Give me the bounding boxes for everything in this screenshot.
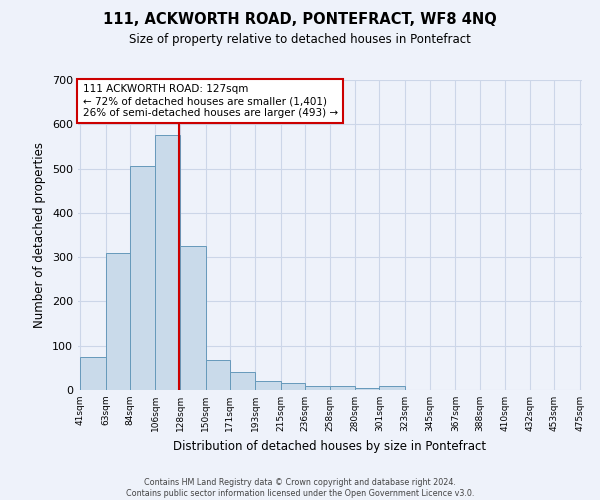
Bar [181, 246, 206, 390]
Bar [106, 252, 130, 390]
Bar [355, 388, 379, 390]
Text: 111 ACKWORTH ROAD: 127sqm
← 72% of detached houses are smaller (1,401)
26% of se: 111 ACKWORTH ROAD: 127sqm ← 72% of detac… [83, 84, 338, 117]
Bar [230, 372, 255, 390]
Text: Size of property relative to detached houses in Pontefract: Size of property relative to detached ho… [129, 32, 471, 46]
Text: Contains HM Land Registry data © Crown copyright and database right 2024.
Contai: Contains HM Land Registry data © Crown c… [126, 478, 474, 498]
Y-axis label: Number of detached properties: Number of detached properties [34, 142, 46, 328]
X-axis label: Distribution of detached houses by size in Pontefract: Distribution of detached houses by size … [173, 440, 487, 452]
Bar [379, 386, 405, 390]
Text: 111, ACKWORTH ROAD, PONTEFRACT, WF8 4NQ: 111, ACKWORTH ROAD, PONTEFRACT, WF8 4NQ [103, 12, 497, 28]
Bar [281, 384, 305, 390]
Bar [130, 166, 155, 390]
Bar [206, 360, 230, 390]
Bar [305, 386, 330, 390]
Bar [330, 386, 355, 390]
Bar [155, 136, 181, 390]
Bar [80, 357, 106, 390]
Bar [255, 381, 281, 390]
